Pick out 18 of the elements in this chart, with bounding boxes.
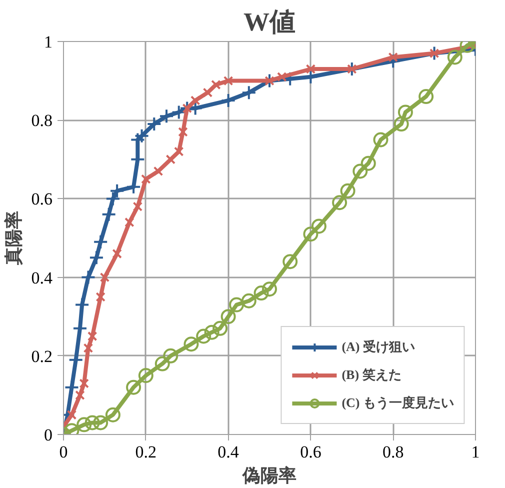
y-tick-label: 0.8 (31, 111, 52, 130)
x-axis-title: 偽陽率 (242, 466, 296, 486)
y-tick-label: 0.6 (31, 190, 52, 209)
chart-title: W値 (244, 8, 296, 36)
y-tick-label: 0.2 (31, 346, 52, 366)
x-tick-label: 1 (471, 442, 480, 462)
legend-label: (A) 受け狙い (342, 338, 415, 356)
legend-label: (B) 笑えた (342, 366, 402, 384)
x-tick-label: 0 (59, 442, 68, 462)
legend-label: (C) もう一度見たい (342, 394, 454, 412)
y-axis-title: 真陽率 (3, 211, 24, 266)
y-tick-label: 0.4 (31, 268, 53, 288)
y-tick-label: 1 (44, 32, 52, 52)
x-tick-label: 0.8 (382, 442, 404, 462)
x-tick-label: 0.4 (218, 442, 240, 462)
x-tick-label: 0.2 (135, 442, 157, 462)
x-tick-label: 0.6 (300, 442, 322, 462)
y-tick-label: 0 (44, 426, 52, 444)
